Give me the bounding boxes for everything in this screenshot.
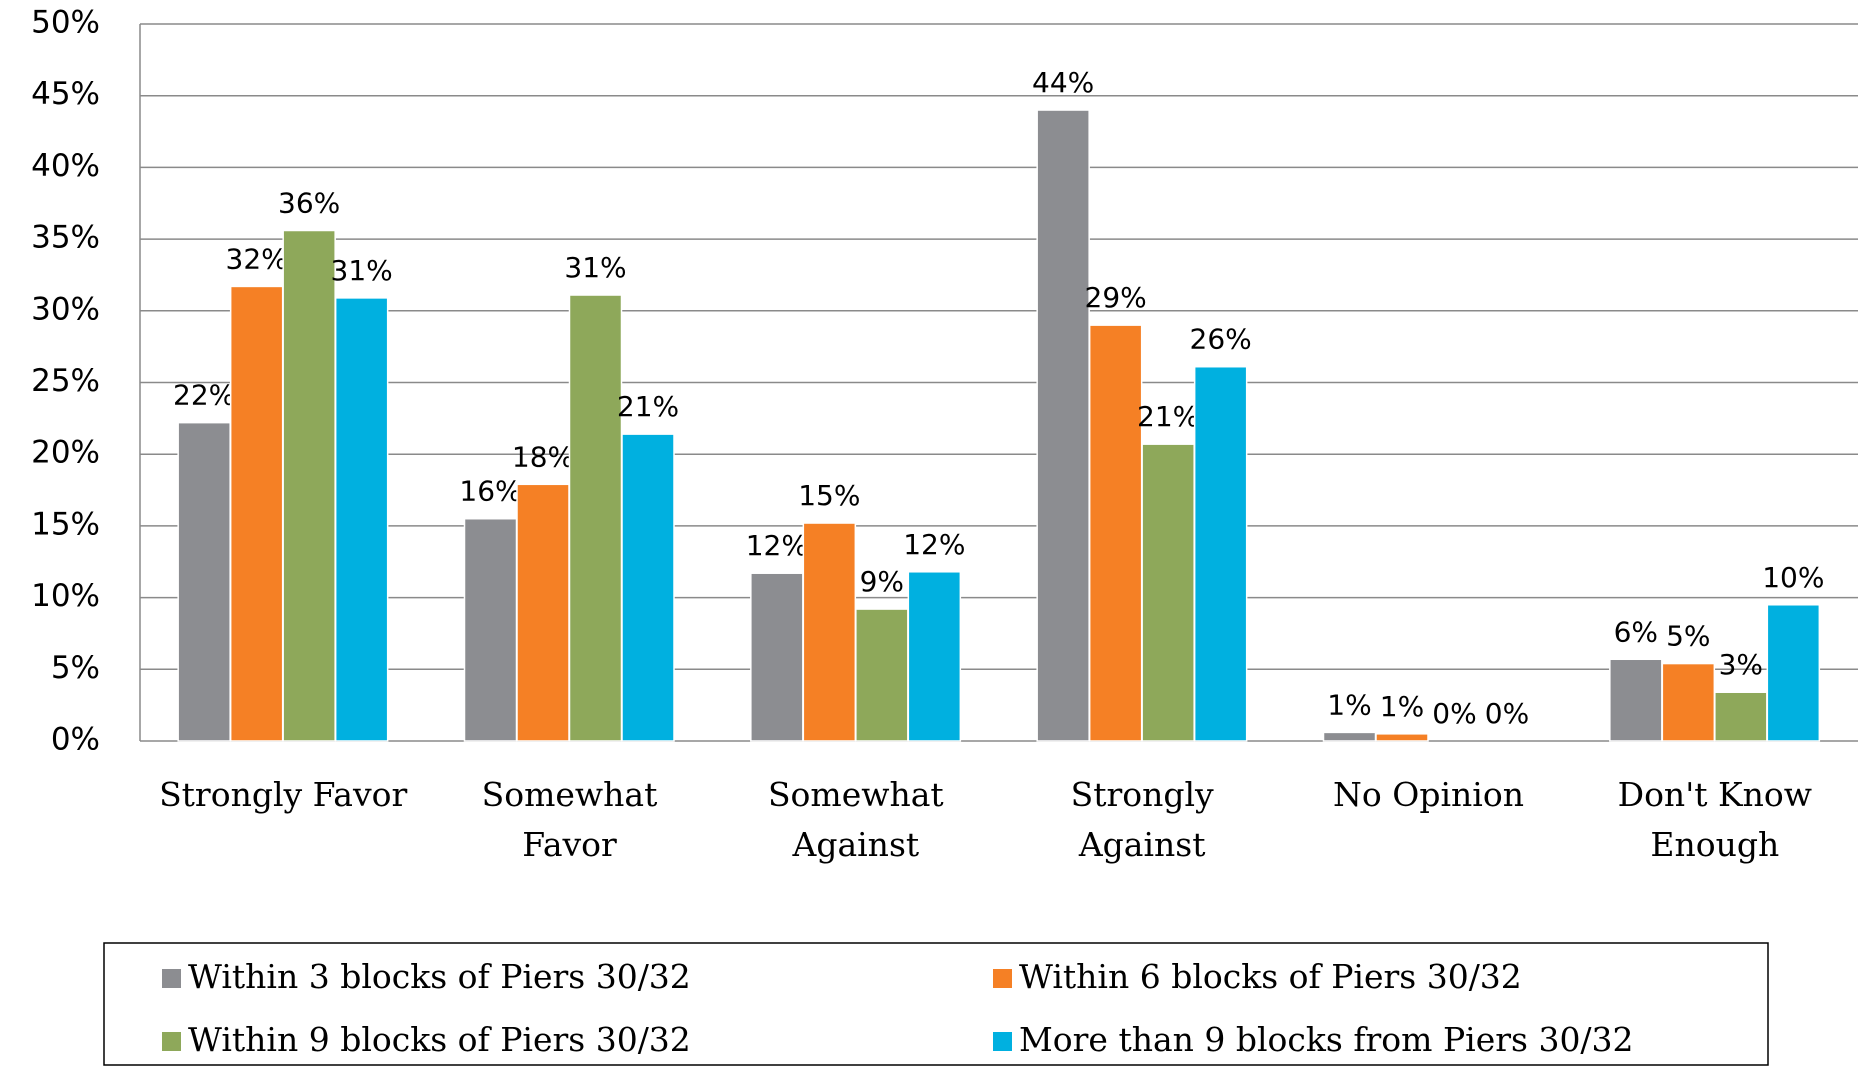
legend-box bbox=[103, 942, 1769, 1066]
bar bbox=[621, 433, 675, 742]
x-tick-label: Don't Know bbox=[1618, 775, 1812, 814]
y-tick-label: 40% bbox=[31, 148, 100, 184]
data-label: 1% bbox=[1380, 690, 1424, 723]
data-label: 22% bbox=[173, 379, 235, 412]
legend-swatch bbox=[993, 969, 1012, 988]
y-tick-label: 0% bbox=[51, 722, 100, 758]
data-label: 6% bbox=[1614, 615, 1658, 648]
data-label: 5% bbox=[1666, 620, 1710, 653]
bar bbox=[1375, 733, 1429, 742]
data-label: 10% bbox=[1762, 561, 1824, 594]
y-tick-label: 15% bbox=[31, 506, 100, 542]
bar bbox=[855, 608, 909, 742]
bar bbox=[1193, 365, 1248, 742]
x-tick-label: Enough bbox=[1650, 825, 1779, 864]
bar bbox=[1714, 691, 1768, 742]
bar bbox=[750, 572, 804, 742]
bar bbox=[568, 294, 623, 742]
data-label: 31% bbox=[564, 251, 626, 284]
data-label: 21% bbox=[617, 390, 679, 423]
data-label: 18% bbox=[512, 440, 574, 473]
bar bbox=[1661, 662, 1716, 742]
bar bbox=[334, 297, 389, 742]
legend-swatch bbox=[162, 969, 181, 988]
y-tick-label: 35% bbox=[31, 220, 100, 256]
data-label: 26% bbox=[1190, 323, 1252, 356]
bar bbox=[1609, 658, 1663, 742]
data-label: 29% bbox=[1085, 281, 1147, 314]
y-tick-label: 5% bbox=[51, 650, 100, 686]
data-label: 0% bbox=[1485, 697, 1529, 730]
legend-swatch bbox=[162, 1032, 181, 1051]
data-label: 9% bbox=[860, 565, 904, 598]
data-label: 36% bbox=[278, 186, 340, 219]
x-tick-label: Somewhat bbox=[768, 775, 944, 814]
x-tick-label: Favor bbox=[522, 825, 617, 864]
legend-label: Within 3 blocks of Piers 30/32 bbox=[188, 957, 691, 996]
data-label: 44% bbox=[1032, 66, 1094, 99]
legend-swatch bbox=[993, 1032, 1012, 1051]
y-tick-label: 45% bbox=[31, 76, 100, 112]
legend-label: More than 9 blocks from Piers 30/32 bbox=[1019, 1020, 1634, 1059]
data-label: 21% bbox=[1137, 400, 1199, 433]
data-label: 0% bbox=[1432, 697, 1476, 730]
data-label: 15% bbox=[798, 479, 860, 512]
bar bbox=[516, 483, 570, 742]
x-tick-label: Against bbox=[1078, 825, 1206, 864]
data-label: 3% bbox=[1719, 648, 1763, 681]
bar bbox=[1322, 731, 1377, 742]
x-tick-label: Against bbox=[792, 825, 920, 864]
legend-label: Within 9 blocks of Piers 30/32 bbox=[188, 1020, 691, 1059]
data-label: 12% bbox=[903, 528, 965, 561]
y-tick-label: 25% bbox=[31, 363, 100, 399]
y-tick-label: 30% bbox=[31, 291, 100, 327]
x-tick-label: No Opinion bbox=[1333, 775, 1524, 814]
x-tick-label: Strongly Favor bbox=[159, 775, 407, 814]
bar bbox=[463, 517, 518, 742]
bar bbox=[802, 522, 857, 742]
data-label: 31% bbox=[331, 254, 393, 287]
bar bbox=[282, 229, 336, 742]
bar bbox=[1766, 604, 1821, 742]
bar bbox=[907, 571, 962, 742]
data-label: 12% bbox=[746, 529, 808, 562]
y-tick-label: 10% bbox=[31, 578, 100, 614]
data-label: 32% bbox=[226, 242, 288, 275]
bar bbox=[229, 285, 284, 742]
data-label: 16% bbox=[459, 475, 521, 508]
bar bbox=[1141, 443, 1195, 742]
bar bbox=[177, 421, 231, 742]
bar bbox=[1088, 324, 1143, 742]
legend-label: Within 6 blocks of Piers 30/32 bbox=[1019, 957, 1522, 996]
data-label: 1% bbox=[1327, 688, 1371, 721]
x-tick-label: Somewhat bbox=[482, 775, 658, 814]
y-tick-label: 20% bbox=[31, 435, 100, 471]
x-tick-label: Strongly bbox=[1071, 775, 1214, 814]
y-tick-label: 50% bbox=[31, 5, 100, 41]
bar bbox=[1036, 109, 1090, 742]
